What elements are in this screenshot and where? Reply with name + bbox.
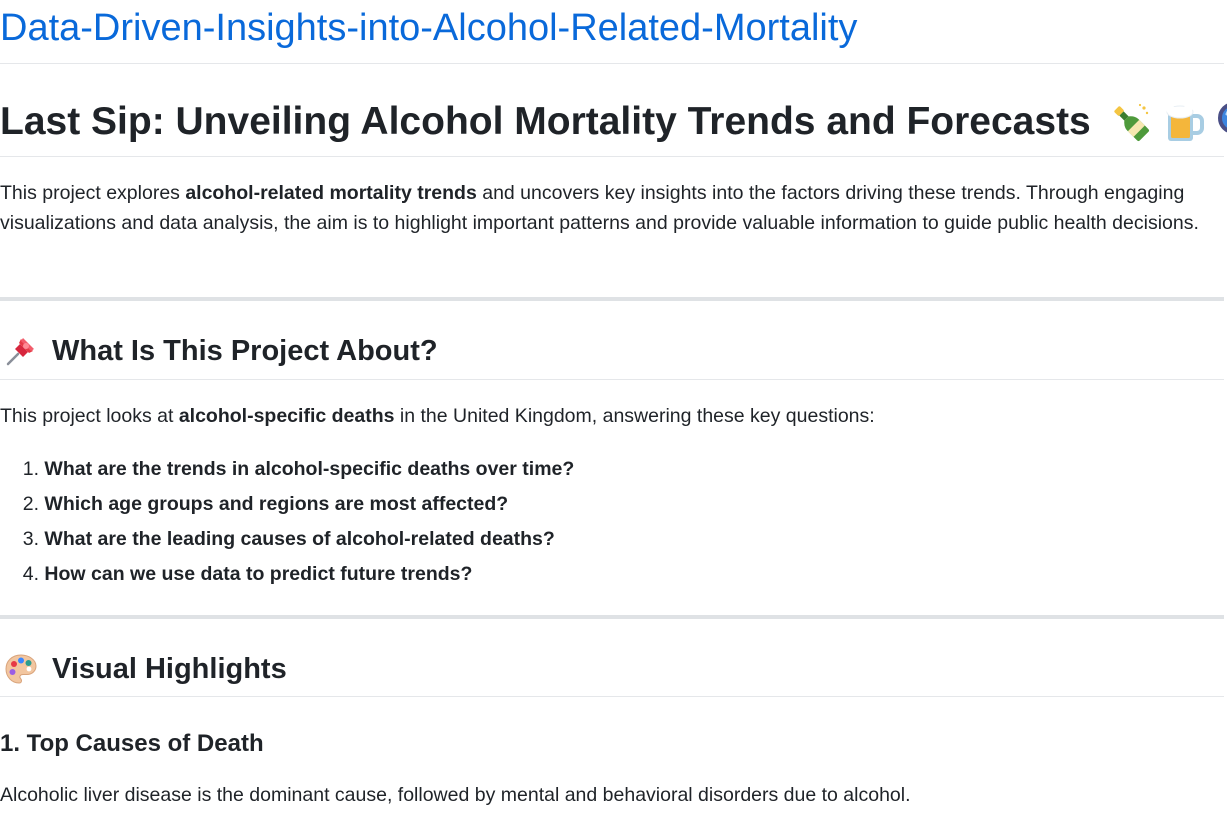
list-item: 1. What are the trends in alcohol-specif… (0, 452, 575, 487)
subsection-paragraph: Alcoholic liver disease is the dominant … (0, 784, 911, 806)
highlights-heading: Visual Highlights (0, 651, 287, 687)
subsection-heading: 1. Top Causes of Death (0, 730, 264, 757)
list-item: 2. Which age groups and regions are most… (0, 487, 574, 522)
page-title-text: Last Sip: Unveiling Alcohol Mortality Tr… (0, 100, 1091, 143)
title-underline (0, 156, 1224, 157)
magnifying-glass-icon (1217, 101, 1227, 143)
about-heading-text: What Is This Project About? (52, 335, 438, 367)
page-title: Last Sip: Unveiling Alcohol Mortality Tr… (0, 98, 1227, 146)
list-item-text: What are the trends in alcohol-specific … (44, 458, 575, 480)
section-divider (0, 297, 1224, 301)
intro-text-start: This project explores (0, 182, 186, 204)
highlights-heading-text: Visual Highlights (52, 653, 287, 685)
section-divider (0, 615, 1224, 619)
title-divider (0, 63, 1224, 64)
pushpin-icon (4, 334, 38, 368)
list-item: 4. How can we use data to predict future… (0, 557, 574, 592)
list-item-text: Which age groups and regions are most af… (44, 493, 509, 515)
list-item-text: What are the leading causes of alcohol-r… (44, 528, 555, 550)
beer-mug-icon (1163, 101, 1205, 143)
about-lead-bold: alcohol-specific deaths (178, 405, 395, 427)
list-item-number: 4. (22, 563, 39, 585)
about-lead-paragraph: This project looks at alcohol-specific d… (0, 401, 1222, 431)
highlights-heading-underline (0, 696, 1224, 697)
about-heading: What Is This Project About? (0, 333, 438, 369)
about-lead-end: in the United Kingdom, answering these k… (394, 405, 875, 427)
list-item-number: 1. (22, 458, 39, 480)
champagne-bottle-icon (1109, 101, 1151, 143)
artist-palette-icon (4, 652, 38, 686)
intro-bold-text: alcohol-related mortality trends (185, 182, 477, 204)
repo-title-link[interactable]: Data-Driven-Insights-into-Alcohol-Relate… (0, 7, 858, 49)
list-item: 3. What are the leading causes of alcoho… (0, 522, 574, 557)
about-heading-underline (0, 379, 1224, 380)
list-item-number: 3. (22, 528, 39, 550)
title-emoji-row (1109, 101, 1227, 143)
list-item-number: 2. (22, 493, 39, 515)
intro-paragraph: This project explores alcohol-related mo… (0, 178, 1222, 238)
intro-text-end: and uncovers key insights into the facto… (0, 182, 1199, 234)
questions-list: 1. What are the trends in alcohol-specif… (0, 452, 575, 592)
list-item-text: How can we use data to predict future tr… (44, 563, 473, 585)
about-lead-start: This project looks at (0, 405, 179, 427)
